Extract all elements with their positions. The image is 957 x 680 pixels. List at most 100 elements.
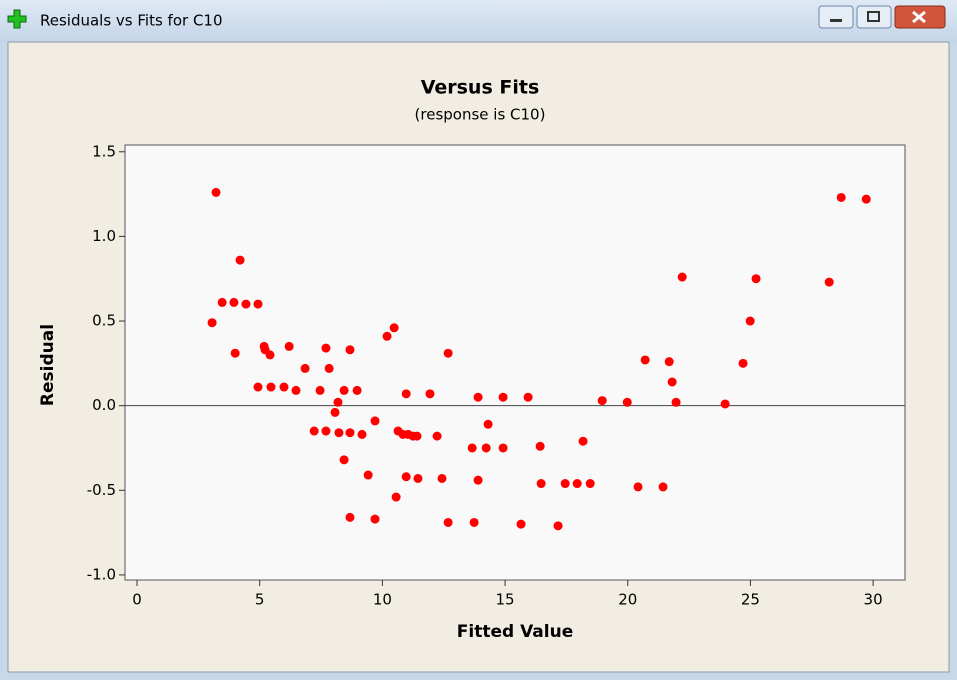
x-tick-label: 20 xyxy=(618,591,637,609)
point xyxy=(467,443,477,453)
point xyxy=(622,397,632,407)
point xyxy=(516,519,526,529)
y-tick-label: 0.0 xyxy=(92,396,116,414)
point xyxy=(425,389,435,399)
point xyxy=(412,431,422,441)
point xyxy=(370,416,380,426)
point xyxy=(391,492,401,502)
window-title: Residuals vs Fits for C10 xyxy=(40,12,223,30)
chart-title: Versus Fits xyxy=(421,77,540,99)
point xyxy=(473,475,483,485)
point xyxy=(443,517,453,527)
point xyxy=(284,341,294,351)
point xyxy=(321,426,331,436)
point xyxy=(321,343,331,353)
point xyxy=(572,479,582,489)
point xyxy=(253,382,263,392)
point xyxy=(207,318,217,328)
chart-subtitle: (response is C10) xyxy=(415,106,546,124)
point xyxy=(560,479,570,489)
point xyxy=(345,428,355,438)
point xyxy=(536,479,546,489)
point xyxy=(677,272,687,282)
point xyxy=(345,345,355,355)
point xyxy=(330,407,340,417)
x-tick-label: 25 xyxy=(741,591,760,609)
point xyxy=(345,512,355,522)
point xyxy=(481,443,491,453)
point xyxy=(597,396,607,406)
point xyxy=(824,277,834,287)
x-tick-label: 0 xyxy=(132,591,142,609)
point xyxy=(324,363,334,373)
point xyxy=(578,436,588,446)
point xyxy=(585,479,595,489)
close-icon xyxy=(912,10,926,24)
point xyxy=(553,521,563,531)
point xyxy=(738,358,748,368)
point xyxy=(535,441,545,451)
x-tick-label: 30 xyxy=(864,591,883,609)
point xyxy=(401,472,411,482)
plot-area xyxy=(124,144,906,581)
point xyxy=(300,363,310,373)
point xyxy=(751,274,761,284)
point xyxy=(658,482,668,492)
y-tick-label: 0.5 xyxy=(92,312,116,330)
x-tick-label: 5 xyxy=(255,591,265,609)
point xyxy=(664,357,674,367)
point xyxy=(339,385,349,395)
y-tick-label: 1.0 xyxy=(92,227,116,245)
point xyxy=(671,397,681,407)
point xyxy=(217,297,227,307)
point xyxy=(291,385,301,395)
point xyxy=(437,473,447,483)
point xyxy=(861,194,871,204)
point xyxy=(370,514,380,524)
maximize-icon xyxy=(867,11,880,22)
x-tick-label: 15 xyxy=(496,591,515,609)
point xyxy=(389,323,399,333)
point xyxy=(432,431,442,441)
minimize-button[interactable] xyxy=(818,5,854,29)
point xyxy=(667,377,677,387)
app-icon xyxy=(7,9,27,29)
point xyxy=(235,255,245,265)
y-axis-label: Residual xyxy=(38,324,58,406)
point xyxy=(498,443,508,453)
point xyxy=(333,397,343,407)
point xyxy=(498,392,508,402)
point xyxy=(469,517,479,527)
title-bar xyxy=(0,0,957,42)
x-tick-label: 10 xyxy=(373,591,392,609)
point xyxy=(266,382,276,392)
maximize-button[interactable] xyxy=(856,5,892,29)
point xyxy=(745,316,755,326)
point xyxy=(720,399,730,409)
point xyxy=(633,482,643,492)
point xyxy=(473,392,483,402)
point xyxy=(640,355,650,365)
point xyxy=(315,385,325,395)
point xyxy=(443,348,453,358)
point xyxy=(241,299,251,309)
y-tick-label: -1.0 xyxy=(87,565,116,583)
point xyxy=(382,331,392,341)
y-tick-label: 1.5 xyxy=(92,142,116,160)
point xyxy=(357,429,367,439)
point xyxy=(363,470,373,480)
point xyxy=(836,192,846,202)
point xyxy=(339,455,349,465)
point xyxy=(279,382,289,392)
point xyxy=(229,297,239,307)
point xyxy=(309,426,319,436)
point xyxy=(265,350,275,360)
point xyxy=(253,299,263,309)
y-tick-label: -0.5 xyxy=(87,481,116,499)
point xyxy=(211,187,221,197)
point xyxy=(334,428,344,438)
minimize-icon xyxy=(830,19,842,22)
point xyxy=(413,473,423,483)
point xyxy=(523,392,533,402)
